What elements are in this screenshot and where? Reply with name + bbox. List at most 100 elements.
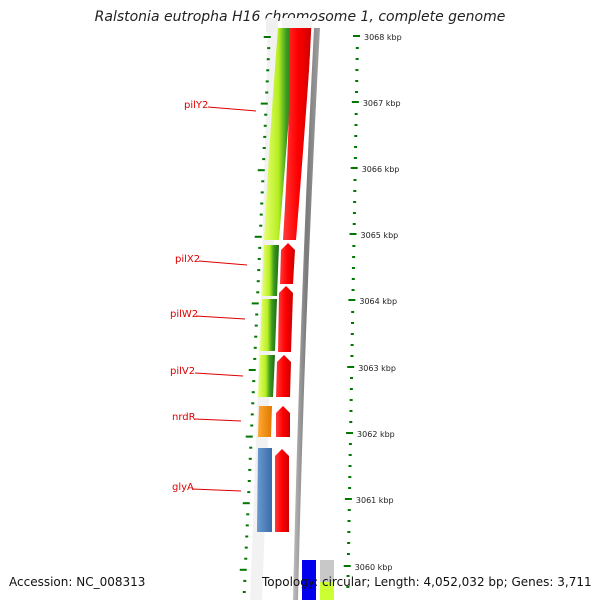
inner-minor-tick <box>259 224 263 227</box>
outer-minor-tick <box>352 256 356 258</box>
inner-minor-tick <box>253 346 257 349</box>
outer-minor-tick <box>350 322 354 324</box>
gene-label-leader <box>195 315 246 320</box>
outer-minor-tick <box>354 124 358 126</box>
inner-major-tick <box>245 435 253 438</box>
gene-label-glya: glyA <box>172 482 194 493</box>
inner-minor-tick <box>255 313 259 316</box>
scale-label: 3062 kbp <box>357 430 395 439</box>
inner-minor-tick <box>246 513 250 516</box>
top-cap-left <box>266 18 278 32</box>
inner-minor-tick <box>248 457 252 460</box>
gene-label-nrdr: nrdR <box>172 412 196 423</box>
inner-minor-tick <box>242 591 246 593</box>
outer-minor-tick <box>355 80 359 82</box>
inner-minor-tick <box>256 291 260 294</box>
gene-label-pilv2: pilV2 <box>170 366 195 377</box>
scale-label: 3060 kbp <box>355 563 393 572</box>
inner-minor-tick <box>263 124 267 127</box>
gene-band-pilV2 <box>258 355 275 397</box>
scale-label: 3068 kbp <box>364 33 402 42</box>
cds-arrow-glyA <box>275 449 289 532</box>
inner-minor-tick <box>244 557 248 560</box>
scale-label: 3063 kbp <box>358 364 396 373</box>
gene-label-leader <box>207 106 257 112</box>
outer-minor-tick <box>347 542 351 544</box>
inner-minor-tick <box>251 402 255 405</box>
cds-band-long <box>283 28 312 240</box>
outer-minor-tick <box>349 388 353 390</box>
inner-minor-tick <box>260 191 264 194</box>
inner-minor-tick <box>260 202 264 205</box>
scale-label: 3061 kbp <box>356 496 394 505</box>
outer-minor-tick <box>348 476 352 478</box>
outer-minor-tick <box>349 410 353 412</box>
outer-minor-tick <box>353 179 357 181</box>
outer-minor-tick <box>350 355 354 357</box>
gene-label-leader <box>198 260 248 266</box>
outer-major-tick <box>348 299 356 301</box>
outer-minor-tick <box>350 377 354 379</box>
inner-major-tick <box>257 169 265 172</box>
outer-minor-tick <box>351 311 355 313</box>
inner-minor-tick <box>256 280 260 283</box>
cds-arrow-pilX2 <box>280 243 295 284</box>
inner-minor-tick <box>265 91 269 94</box>
outer-minor-tick <box>354 146 358 148</box>
outer-minor-tick <box>346 586 350 588</box>
inner-minor-tick <box>250 424 254 427</box>
accession-text: Accession: NC_008313 <box>9 575 146 589</box>
inner-minor-tick <box>252 380 256 383</box>
inner-minor-tick <box>262 158 266 161</box>
inner-major-tick <box>260 102 268 105</box>
inner-major-tick <box>242 502 250 505</box>
inner-minor-tick <box>250 413 254 416</box>
gene-labels: pilY2 pilX2 pilW2 pilV2 nrdR glyA <box>170 100 257 493</box>
inner-major-tick <box>251 302 259 305</box>
inner-minor-tick <box>265 80 269 83</box>
inner-major-tick <box>248 369 256 371</box>
outer-major-tick <box>351 101 359 103</box>
outer-minor-tick <box>352 212 356 214</box>
outer-minor-tick <box>353 201 357 203</box>
backbone-arc <box>293 28 320 600</box>
inner-minor-tick <box>245 524 249 527</box>
outer-minor-tick <box>351 289 355 291</box>
inner-minor-tick <box>244 546 248 549</box>
inner-major-tick <box>239 568 247 571</box>
inner-minor-tick <box>243 579 247 582</box>
outer-minor-tick <box>348 487 352 489</box>
outer-minor-tick <box>355 58 359 60</box>
gene-band-pilW2 <box>260 299 277 351</box>
outer-minor-tick <box>346 553 350 555</box>
outer-minor-tick <box>351 278 355 280</box>
scale-label: 3065 kbp <box>361 231 399 240</box>
cds-arrow-nrdR <box>276 406 290 437</box>
gene-label-pilw2: pilW2 <box>170 309 198 320</box>
topology-text: Topology: circular; Length: 4,052,032 bp… <box>262 575 592 589</box>
gene-band-pilX2 <box>262 245 279 296</box>
outer-minor-tick <box>350 344 354 346</box>
inner-tick-marks <box>239 36 271 593</box>
inner-minor-tick <box>262 147 266 149</box>
inner-minor-tick <box>257 269 261 272</box>
inner-minor-tick <box>263 135 267 138</box>
outer-minor-tick <box>348 454 352 456</box>
inner-minor-tick <box>264 113 268 116</box>
scale-label: 3067 kbp <box>363 99 401 108</box>
gene-label-leader <box>194 372 244 377</box>
outer-minor-tick <box>352 223 356 225</box>
inner-minor-tick <box>266 58 270 61</box>
inner-major-tick <box>254 235 262 238</box>
inner-major-tick <box>263 36 271 38</box>
inner-minor-tick <box>267 47 271 50</box>
inner-minor-tick <box>251 391 255 394</box>
cds-arrow-pilW2 <box>278 286 293 352</box>
grey-feature <box>320 560 334 582</box>
inner-minor-tick <box>247 491 251 494</box>
scale-label: 3066 kbp <box>362 165 400 174</box>
outer-minor-tick <box>347 531 351 533</box>
inner-minor-tick <box>266 69 270 72</box>
gene-band-glyA <box>257 448 272 532</box>
